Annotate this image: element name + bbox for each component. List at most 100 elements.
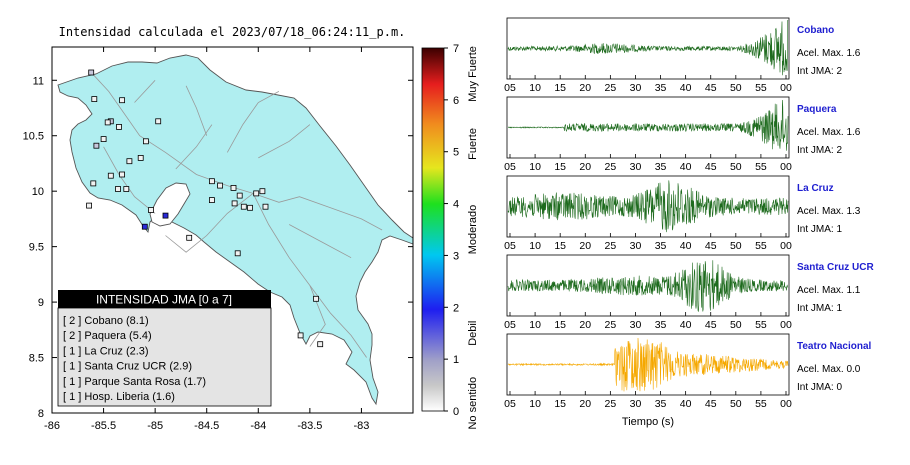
map-y-tick-label: 8 (38, 408, 44, 420)
station-marker (137, 154, 144, 161)
waveform-trace (507, 180, 789, 233)
waveform-x-tick-label: 10 (529, 82, 541, 94)
station-marker (217, 182, 224, 189)
station-name: Teatro Nacional (797, 341, 871, 352)
colorbar-tick-label: 7 (453, 43, 459, 55)
waveform-x-tick-label: 35 (655, 319, 667, 331)
station-marker (107, 172, 114, 179)
waveform-x-tick-label: 20 (579, 161, 591, 173)
legend-entries: [ 2 ] Cobano (8.1) [ 2 ] Paquera (5.4) [ 1… (63, 315, 206, 403)
waveform-x-tick-label: 55 (755, 398, 767, 410)
road-line (165, 193, 254, 253)
station-marker (259, 188, 266, 195)
legend-entry: [ 1 ] La Cruz (2.3) (63, 345, 149, 357)
legend-entry: [ 1 ] Hosp. Liberia (1.6) (63, 391, 175, 403)
waveform-x-tick-label: 30 (630, 319, 642, 331)
colorbar-category-label: No sentido (467, 377, 479, 430)
waveform-x-tick-label: 10 (529, 319, 541, 331)
waveform-x-tick-label: 10 (529, 161, 541, 173)
waveform-x-tick-label: 15 (554, 398, 566, 410)
colorbar-category-label: Muy Fuerte (467, 46, 479, 102)
waveform-x-tick-label: 25 (605, 240, 617, 252)
waveform-x-tick-label: 35 (655, 240, 667, 252)
waveform-x-tick-label: 00 (780, 161, 792, 173)
waveform-x-tick-label: 00 (780, 82, 792, 94)
waveform-x-tick-label: 50 (730, 82, 742, 94)
waveform-x-tick-label: 25 (605, 82, 617, 94)
station-marker (234, 250, 241, 257)
waveform-x-tick-label: 15 (554, 319, 566, 331)
map-frame (51, 46, 414, 414)
waveform-x-tick-label: 45 (705, 82, 717, 94)
station-marker (88, 69, 95, 76)
station-name: La Cruz (797, 183, 834, 194)
waveform-x-tick-label: 00 (780, 240, 792, 252)
gulf-of-nicoya (149, 182, 191, 227)
colorbar-gradient (421, 47, 445, 412)
waveform-x-tick-label: 30 (630, 82, 642, 94)
station-marker (186, 234, 193, 241)
station-marker (317, 341, 324, 348)
map-x-axis: -86 -85.5 -85 -84.5 -84 -83.5 -83 (44, 47, 369, 432)
waveform-x-tick-label: 45 (705, 398, 717, 410)
map-x-tick-label: -83 (353, 420, 369, 432)
station-marker (236, 192, 243, 199)
waveform-x-tick-label: 30 (630, 240, 642, 252)
station-marker (142, 138, 149, 145)
waveform-x-tick-label: 25 (605, 161, 617, 173)
waveform-x-tick-label: 45 (705, 161, 717, 173)
station-acel-max: Acel. Max. 1.6 (797, 127, 861, 138)
waveform-x-tick-label: 20 (579, 82, 591, 94)
waveform-x-tick-label: 05 (504, 82, 516, 94)
station-marker (247, 204, 253, 211)
station-acel-max: Acel. Max. 0.0 (797, 364, 861, 375)
station-int-jma: Int JMA: 2 (797, 145, 842, 156)
station-acel-max: Acel. Max. 1.1 (797, 285, 861, 296)
legend-entry: [ 1 ] Parque Santa Rosa (1.7) (63, 376, 206, 388)
waveform-panel: 05 10 15 20 25 30 35 40 45 50 55 00 Teatro Nacional A… (504, 333, 871, 410)
waveform-x-tick-label: 30 (630, 161, 642, 173)
colorbar-tick-label: 3 (453, 250, 459, 262)
station-marker (231, 200, 238, 207)
station-marker (162, 212, 169, 219)
map-x-tick-label: -85.5 (91, 420, 116, 432)
station-marker (141, 223, 148, 230)
waveform-x-tick-label: 50 (730, 240, 742, 252)
legend-title: INTENSIDAD JMA [0 a 7] (96, 293, 232, 307)
intensity-colorbar: 0 1 2 3 4 5 6 7 No sentido Debil Moderado Fuerte Mu… (421, 43, 479, 430)
waveform-x-tick-label: 35 (655, 82, 667, 94)
waveform-x-tick-label: 15 (554, 161, 566, 173)
station-marker (148, 207, 154, 213)
map-x-tick-label: -86 (44, 420, 60, 432)
colorbar-tick-label: 2 (453, 302, 459, 314)
waveform-x-tick-label: 05 (504, 161, 516, 173)
waveform-x-tick-label: 05 (504, 319, 516, 331)
waveform-x-tick-label: 15 (554, 82, 566, 94)
waveform-x-tick-label: 55 (755, 240, 767, 252)
colorbar-category-label: Fuerte (467, 128, 479, 160)
station-marker (104, 119, 111, 126)
station-marker (297, 332, 304, 339)
station-marker (262, 203, 269, 210)
waveform-x-tick-label: 55 (755, 82, 767, 94)
waveform-x-tick-label: 40 (680, 161, 692, 173)
waveform-x-tick-label: 35 (655, 161, 667, 173)
station-marker (208, 178, 215, 185)
map-x-tick-label: -85 (147, 420, 163, 432)
map-y-tick-label: 10.5 (23, 131, 44, 143)
waveform-x-tick-label: 40 (680, 398, 692, 410)
gulf-of-nicoya-water (149, 182, 191, 227)
waveform-trace (507, 19, 789, 76)
traces-xlabel: Tiempo (s) (622, 416, 674, 428)
map-y-axis: 11 10.5 10 9.5 9 8.5 8 (23, 75, 413, 420)
waveform-x-tick-label: 25 (605, 398, 617, 410)
colorbar-ticks: 0 1 2 3 4 5 6 7 (444, 43, 459, 418)
station-marker (86, 202, 92, 209)
road-line (226, 91, 280, 153)
colorbar-category-label: Debil (467, 321, 479, 346)
station-markers (86, 69, 324, 348)
waveform-panel: 05 10 15 20 25 30 35 40 45 50 55 00 Paquera Acel. Max… (504, 96, 861, 173)
map-title: Intensidad calculada el 2023/07/18_06:24… (59, 25, 406, 39)
station-int-jma: Int JMA: 1 (797, 303, 842, 314)
legend-entry: [ 2 ] Paquera (5.4) (63, 330, 152, 342)
